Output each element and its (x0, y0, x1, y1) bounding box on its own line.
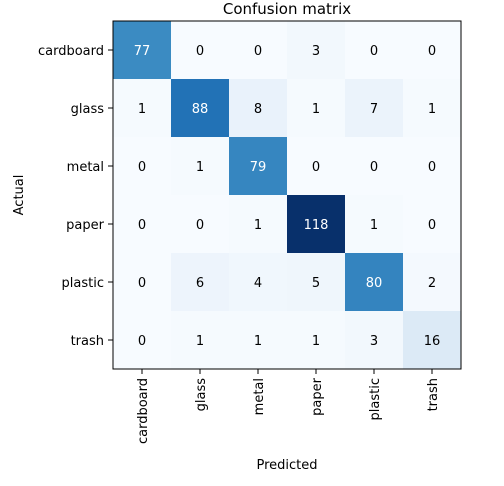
plot-frame (112, 20, 462, 370)
heatmap-cell (113, 311, 172, 370)
heatmap-cell (171, 195, 230, 254)
cell-value-label: 4 (254, 276, 262, 291)
heatmap-cell (345, 195, 404, 254)
cell-value-label: 1 (196, 160, 204, 175)
chart-title: Confusion matrix (223, 0, 351, 18)
heatmap-cell (345, 21, 404, 80)
y-tick-label: paper (66, 218, 104, 233)
x-tick-label: trash (426, 378, 441, 411)
cell-value-label: 1 (138, 102, 146, 117)
x-tick-label: metal (252, 378, 267, 415)
y-tick-labels: cardboard glass metal paper plastic trash (38, 44, 105, 349)
cell-value-label: 0 (428, 44, 436, 59)
heatmap-cell (113, 21, 172, 80)
cell-value-label: 79 (250, 160, 267, 175)
cell-value-label: 0 (428, 218, 436, 233)
cell-value-label: 1 (254, 334, 262, 349)
heatmap-cell (171, 21, 230, 80)
heatmap-cell (113, 79, 172, 138)
heatmap-cell (171, 79, 230, 138)
cell-value-labels: 77 0 0 3 0 01 88 8 1 7 10 1 79 0 0 00 0 1 118 1 00 6 4 5 80 20 1 1 1… (134, 44, 441, 349)
cell-value-label: 1 (196, 334, 204, 349)
cell-value-label: 80 (366, 276, 383, 291)
heatmap-cell (113, 137, 172, 196)
cell-value-label: 118 (304, 218, 329, 233)
heatmap-cells (113, 21, 462, 370)
cell-value-label: 1 (312, 102, 320, 117)
heatmap-cell (171, 311, 230, 370)
x-tick-label: glass (194, 378, 209, 412)
cell-value-label: 0 (312, 160, 320, 175)
cell-value-label: 6 (196, 276, 204, 291)
heatmap-cell (229, 79, 288, 138)
heatmap-cell (287, 253, 346, 312)
x-tick-label: paper (310, 377, 325, 415)
cell-value-label: 0 (254, 44, 262, 59)
heatmap-cell (345, 253, 404, 312)
heatmap-cell (287, 21, 346, 80)
x-tick-label: plastic (368, 378, 383, 420)
y-axis-label: Actual (12, 175, 27, 216)
heatmap-cell (403, 195, 462, 254)
cell-value-label: 0 (370, 44, 378, 59)
heatmap-cell (345, 137, 404, 196)
cell-value-label: 0 (138, 160, 146, 175)
heatmap-cell (287, 79, 346, 138)
heatmap-cell (229, 253, 288, 312)
x-tick-label: cardboard (136, 378, 151, 444)
heatmap-cell (171, 137, 230, 196)
heatmap-cell (345, 311, 404, 370)
cell-value-label: 1 (254, 218, 262, 233)
y-tick-label: cardboard (38, 44, 104, 59)
cell-value-label: 0 (428, 160, 436, 175)
heatmap-cell (403, 137, 462, 196)
cell-value-label: 0 (196, 218, 204, 233)
heatmap-cell (345, 79, 404, 138)
cell-value-label: 1 (370, 218, 378, 233)
y-tick-label: plastic (62, 276, 104, 291)
heatmap-cell (403, 79, 462, 138)
cell-value-label: 5 (312, 276, 320, 291)
cell-value-label: 2 (428, 276, 436, 291)
y-tick-label: glass (71, 102, 105, 117)
heatmap-cell (229, 311, 288, 370)
cell-value-label: 0 (138, 334, 146, 349)
heatmap-cell (287, 137, 346, 196)
heatmap-cell (287, 195, 346, 254)
heatmap-cell (113, 195, 172, 254)
cell-value-label: 0 (196, 44, 204, 59)
heatmap-cell (403, 21, 462, 80)
heatmap-cell (403, 253, 462, 312)
cell-value-label: 0 (370, 160, 378, 175)
cell-value-label: 1 (428, 102, 436, 117)
cell-value-label: 0 (138, 218, 146, 233)
y-tick-label: trash (71, 334, 104, 349)
cell-value-label: 1 (312, 334, 320, 349)
x-tick-labels: cardboard glass metal paper plastic trash (136, 377, 441, 444)
heatmap-cell (113, 253, 172, 312)
cell-value-label: 16 (424, 334, 441, 349)
cell-value-label: 3 (312, 44, 320, 59)
cell-value-label: 8 (254, 102, 262, 117)
heatmap-cell (229, 195, 288, 254)
cell-value-label: 88 (192, 102, 209, 117)
y-tick-label: metal (67, 160, 104, 175)
x-axis-label: Predicted (256, 458, 317, 473)
heatmap-cell (229, 21, 288, 80)
heatmap-cell (229, 137, 288, 196)
heatmap-cell (287, 311, 346, 370)
cell-value-label: 0 (138, 276, 146, 291)
heatmap-cell (403, 311, 462, 370)
cell-value-label: 3 (370, 334, 378, 349)
heatmap-cell (171, 253, 230, 312)
cell-value-label: 77 (134, 44, 151, 59)
cell-value-label: 7 (370, 102, 378, 117)
axis-ticks (108, 49, 433, 374)
